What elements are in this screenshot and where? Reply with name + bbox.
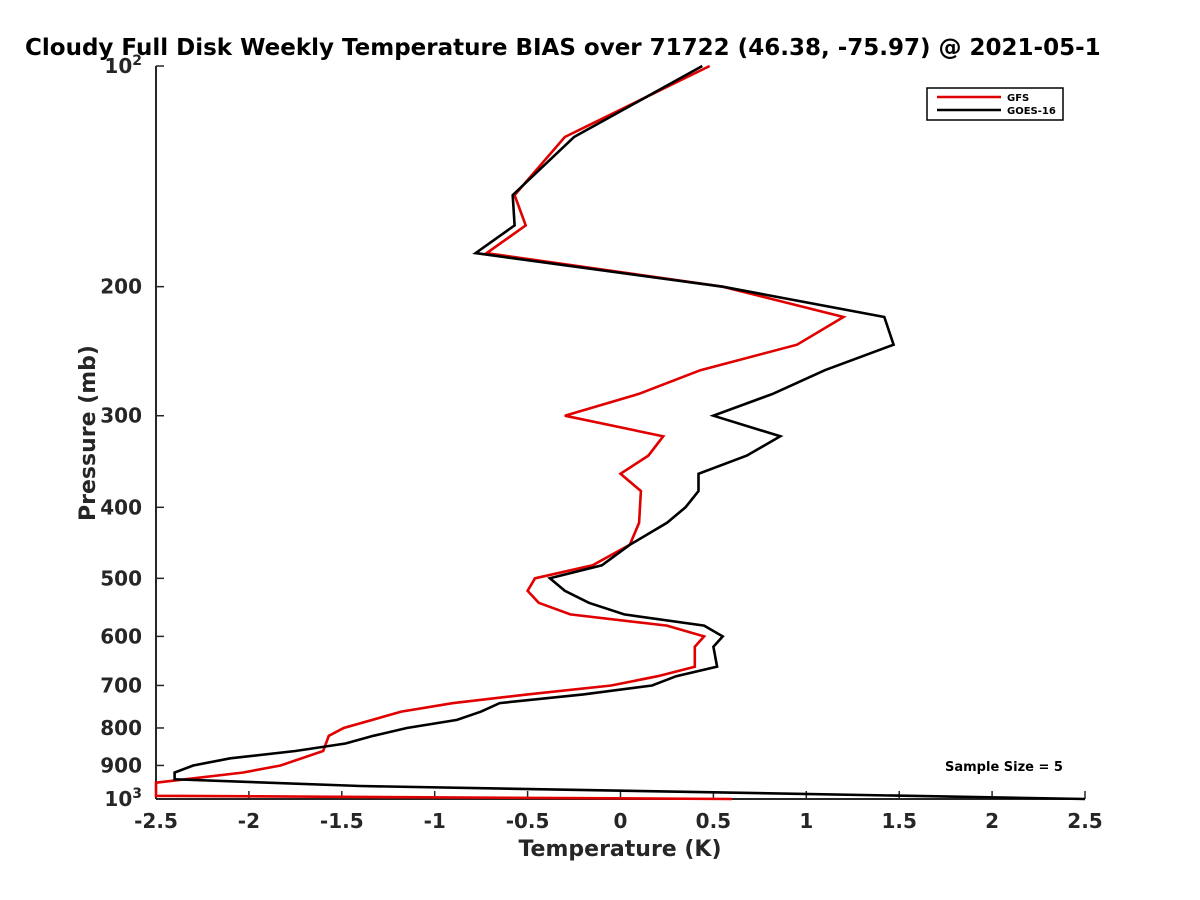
y-tick-label: 700 xyxy=(100,673,142,697)
y-tick-label: 300 xyxy=(100,404,142,428)
y-tick-label: 900 xyxy=(100,753,142,777)
series-line-gfs xyxy=(154,64,847,801)
legend: GFS GOES-16 xyxy=(926,87,1064,121)
sample-size-annotation: Sample Size = 5 xyxy=(945,760,1063,775)
y-tick-label: 103 xyxy=(104,786,142,811)
y-tick-label: 800 xyxy=(100,716,142,740)
x-tick-label: 2 xyxy=(985,809,999,833)
y-axis-label: Pressure (mb) xyxy=(76,345,101,521)
axes-layer: -2.5 -2 -1.5 -1 -0.5 0 0.5 1 1.5 2 2.5 102 200 300 400… xyxy=(100,53,1102,833)
y-tick-label: 500 xyxy=(100,566,142,590)
x-tick-label: 0.5 xyxy=(696,809,731,833)
x-axis-label: Temperature (K) xyxy=(518,837,721,862)
x-tick-label: 1.5 xyxy=(881,809,916,833)
series-layer xyxy=(154,64,1086,801)
y-tick-label: 400 xyxy=(100,495,142,519)
legend-label: GOES-16 xyxy=(1007,106,1056,117)
y-tick-label: 600 xyxy=(100,624,142,648)
x-tick-label: 2.5 xyxy=(1067,809,1102,833)
series-line-goes-16 xyxy=(173,64,1086,801)
x-tick-label: -0.5 xyxy=(506,809,550,833)
legend-label: GFS xyxy=(1007,93,1029,104)
x-tick-label: 0 xyxy=(614,809,628,833)
chart-title: Cloudy Full Disk Weekly Temperature BIAS… xyxy=(25,35,1101,61)
y-tick-label: 102 xyxy=(104,53,142,78)
x-tick-label: -1.5 xyxy=(320,809,364,833)
y-tick-label: 200 xyxy=(100,275,142,299)
legend-box xyxy=(926,87,1064,121)
x-tick-label: -2 xyxy=(238,809,260,833)
x-tick-label: 1 xyxy=(799,809,813,833)
x-tick-label: -2.5 xyxy=(134,809,178,833)
x-tick-label: -1 xyxy=(424,809,446,833)
